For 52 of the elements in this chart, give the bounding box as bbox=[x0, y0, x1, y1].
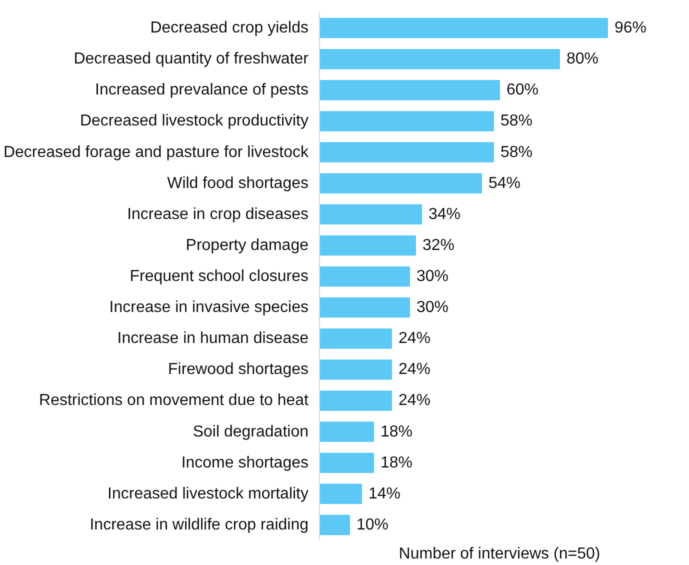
y-tick-label: Decreased crop yields bbox=[150, 20, 308, 37]
data-label: 60% bbox=[506, 82, 539, 99]
y-tick-label: Decreased forage and pasture for livestock bbox=[3, 144, 310, 161]
data-label: 32% bbox=[422, 236, 455, 254]
data-label: 80% bbox=[566, 50, 599, 68]
y-tick-label: Increase in wildlife crop raiding bbox=[90, 516, 309, 534]
data-label: 24% bbox=[398, 392, 431, 410]
bar bbox=[320, 142, 494, 162]
data-label: 96% bbox=[614, 20, 647, 37]
y-tick-label: Property damage bbox=[186, 236, 309, 254]
data-label: 10% bbox=[356, 516, 389, 534]
bar bbox=[320, 48, 560, 70]
data-label: 24% bbox=[398, 330, 431, 348]
bar bbox=[320, 360, 392, 380]
x-axis-title: Number of interviews (n=50) bbox=[398, 546, 600, 562]
y-tick-label: Decreased livestock productivity bbox=[80, 112, 309, 130]
bar bbox=[320, 235, 416, 256]
data-label: 34% bbox=[428, 206, 461, 223]
y-tick-label: Decreased quantity of freshwater bbox=[74, 50, 310, 68]
bar bbox=[320, 297, 410, 318]
bar bbox=[320, 111, 494, 132]
y-tick-label: Soil degradation bbox=[192, 423, 308, 440]
data-label: 18% bbox=[380, 454, 413, 472]
data-label: 24% bbox=[398, 361, 431, 378]
y-tick-label: Wild food shortages bbox=[167, 174, 308, 192]
bar bbox=[320, 80, 500, 100]
y-tick-label: Increase in invasive species bbox=[109, 299, 309, 316]
data-label: 18% bbox=[380, 423, 413, 440]
bar bbox=[320, 18, 608, 38]
bar bbox=[320, 173, 482, 194]
bar bbox=[320, 452, 374, 473]
bar bbox=[320, 390, 392, 411]
y-tick-label: Firewood shortages bbox=[168, 361, 308, 378]
y-tick-label: Increased prevalance of pests bbox=[95, 82, 309, 99]
data-label: 54% bbox=[488, 174, 521, 192]
y-tick-label: Increase in crop diseases bbox=[127, 206, 309, 223]
y-tick-label: Income shortages bbox=[181, 454, 309, 472]
bar bbox=[320, 422, 374, 442]
data-label: 58% bbox=[500, 112, 533, 130]
data-label: 30% bbox=[416, 268, 449, 285]
bar bbox=[320, 514, 350, 536]
bar bbox=[320, 484, 362, 504]
data-label: 14% bbox=[368, 485, 401, 502]
bar bbox=[320, 204, 422, 225]
y-tick-label: Restrictions on movement due to heat bbox=[39, 392, 310, 410]
bar bbox=[320, 266, 410, 287]
data-label: 58% bbox=[500, 144, 533, 161]
y-tick-label: Increased livestock mortality bbox=[108, 485, 309, 502]
bar bbox=[320, 328, 392, 349]
data-label: 30% bbox=[416, 299, 449, 316]
y-tick-label: Frequent school closures bbox=[130, 268, 309, 285]
y-tick-label: Increase in human disease bbox=[117, 330, 309, 348]
